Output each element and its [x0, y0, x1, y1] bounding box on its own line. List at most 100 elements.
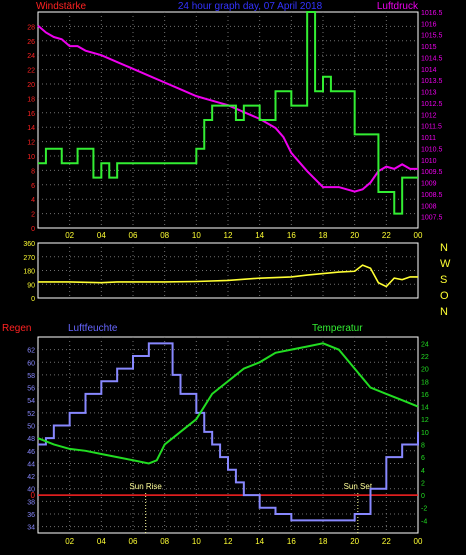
direction-tick-label: 0	[31, 296, 35, 303]
rain-zero-label: 0	[31, 491, 36, 500]
humidity-temperature-panel: 343638404244464850525456586062-4-2024681…	[27, 336, 429, 546]
x-tick-label: 08	[160, 231, 169, 240]
x-tick-label: 06	[129, 231, 138, 240]
x-tick-label: 10	[192, 231, 201, 240]
x-tick-label: 18	[319, 231, 328, 240]
pressure-tick-label: 1009.5	[421, 169, 443, 176]
pressure-tick-label: 1008	[421, 203, 437, 210]
pressure-tick-label: 1015	[421, 44, 437, 51]
compass-w: W	[440, 258, 451, 270]
temperature-tick-label: 22	[421, 354, 429, 361]
wind-tick-label: 6	[31, 183, 35, 190]
humidity-tick-label: 54	[27, 398, 35, 405]
direction-tick-label: 270	[23, 255, 35, 262]
wind-tick-label: 8	[31, 168, 35, 175]
direction-tick-label: 360	[23, 241, 35, 248]
pressure-tick-label: 1011.5	[421, 124, 442, 131]
wind-tick-label: 2	[31, 212, 35, 219]
temperature-tick-label: 0	[421, 493, 425, 500]
temperature-label: Temperatur	[312, 323, 363, 334]
pressure-tick-label: 1009	[421, 181, 437, 188]
humidity-tick-label: 48	[27, 436, 35, 443]
temperature-tick-label: -4	[421, 518, 427, 525]
wind-tick-label: 10	[27, 154, 35, 161]
humidity-tick-label: 56	[27, 386, 35, 393]
pressure-tick-label: 1007.5	[421, 215, 443, 222]
temperature-tick-label: 14	[421, 405, 429, 412]
wind-tick-label: 22	[27, 68, 35, 75]
pressure-tick-label: 1013.5	[421, 78, 443, 85]
temperature-tick-label: 16	[421, 392, 429, 399]
pressure-tick-label: 1012	[421, 112, 437, 119]
x-tick-label: 16	[287, 537, 296, 546]
sunrise-marker-label: Sun Rise	[129, 482, 162, 491]
temperature-tick-label: 18	[421, 379, 429, 386]
wind-tick-label: 14	[27, 125, 35, 132]
wind-tick-label: 4	[31, 197, 35, 204]
wind-tick-label: 28	[27, 24, 35, 31]
graph-title: 24 hour graph day, 07 April 2018	[178, 1, 323, 12]
x-tick-label: 02	[65, 537, 74, 546]
x-tick-label: 06	[129, 537, 138, 546]
humidity-tick-label: 36	[27, 512, 35, 519]
pressure-tick-label: 1016.5	[421, 10, 443, 17]
sunset-marker-label: Sun Set	[344, 482, 373, 491]
compass-n-bottom: N	[440, 306, 448, 318]
x-tick-label: 20	[350, 231, 359, 240]
compass-o: O	[440, 290, 449, 302]
wind-tick-label: 16	[27, 111, 35, 118]
temperature-tick-label: 10	[421, 430, 429, 437]
wind-tick-label: 12	[27, 140, 35, 147]
wind-direction-panel: 0 90 180 270 360	[23, 241, 419, 303]
temperature-tick-label: 24	[421, 341, 429, 348]
x-tick-label: 00	[414, 537, 423, 546]
temperature-tick-label: 8	[421, 442, 425, 449]
x-tick-label: 10	[192, 537, 201, 546]
x-tick-label: 00	[414, 231, 423, 240]
pressure-tick-label: 1008.5	[421, 192, 443, 199]
pressure-tick-label: 1014	[421, 67, 437, 74]
temperature-tick-label: 2	[421, 480, 425, 487]
temperature-tick-label: 4	[421, 468, 425, 475]
pressure-tick-label: 1015.5	[421, 33, 443, 40]
x-tick-label: 18	[319, 537, 328, 546]
pressure-tick-label: 1011	[421, 135, 436, 142]
humidity-tick-label: 42	[27, 474, 35, 481]
humidity-tick-label: 46	[27, 449, 35, 456]
direction-tick-label: 90	[27, 282, 35, 289]
pressure-label: Luftdruck	[377, 1, 419, 12]
compass-s: S	[440, 274, 447, 286]
x-tick-label: 20	[350, 537, 359, 546]
temperature-tick-label: 6	[421, 455, 425, 462]
x-tick-label: 16	[287, 231, 296, 240]
wind-series-line	[38, 11, 418, 215]
x-tick-label: 04	[97, 231, 106, 240]
wind-tick-label: 0	[31, 226, 35, 233]
humidity-tick-label: 62	[27, 348, 35, 355]
temperature-tick-label: 20	[421, 367, 429, 374]
temperature-series-line	[37, 342, 419, 465]
x-tick-label: 04	[97, 537, 106, 546]
compass-n-top: N	[440, 242, 448, 254]
regen-label: Regen	[2, 323, 31, 334]
humidity-tick-label: 50	[27, 424, 35, 431]
x-tick-label: 22	[382, 537, 391, 546]
humidity-tick-label: 40	[27, 487, 35, 494]
humidity-label: Luftfeuchte	[68, 323, 118, 334]
pressure-tick-label: 1014.5	[421, 55, 443, 62]
x-tick-label: 12	[224, 231, 233, 240]
wind-tick-label: 20	[27, 82, 35, 89]
x-tick-label: 08	[160, 537, 169, 546]
x-tick-label: 22	[382, 231, 391, 240]
pressure-series-line	[37, 24, 418, 193]
humidity-tick-label: 38	[27, 499, 35, 506]
wind-tick-label: 18	[27, 96, 35, 103]
humidity-tick-label: 60	[27, 360, 35, 367]
x-tick-label: 02	[65, 231, 74, 240]
humidity-tick-label: 44	[27, 461, 35, 468]
wind-label: Windstärke	[36, 1, 86, 12]
humidity-series-line	[38, 342, 419, 522]
wind-tick-label: 26	[27, 39, 35, 46]
